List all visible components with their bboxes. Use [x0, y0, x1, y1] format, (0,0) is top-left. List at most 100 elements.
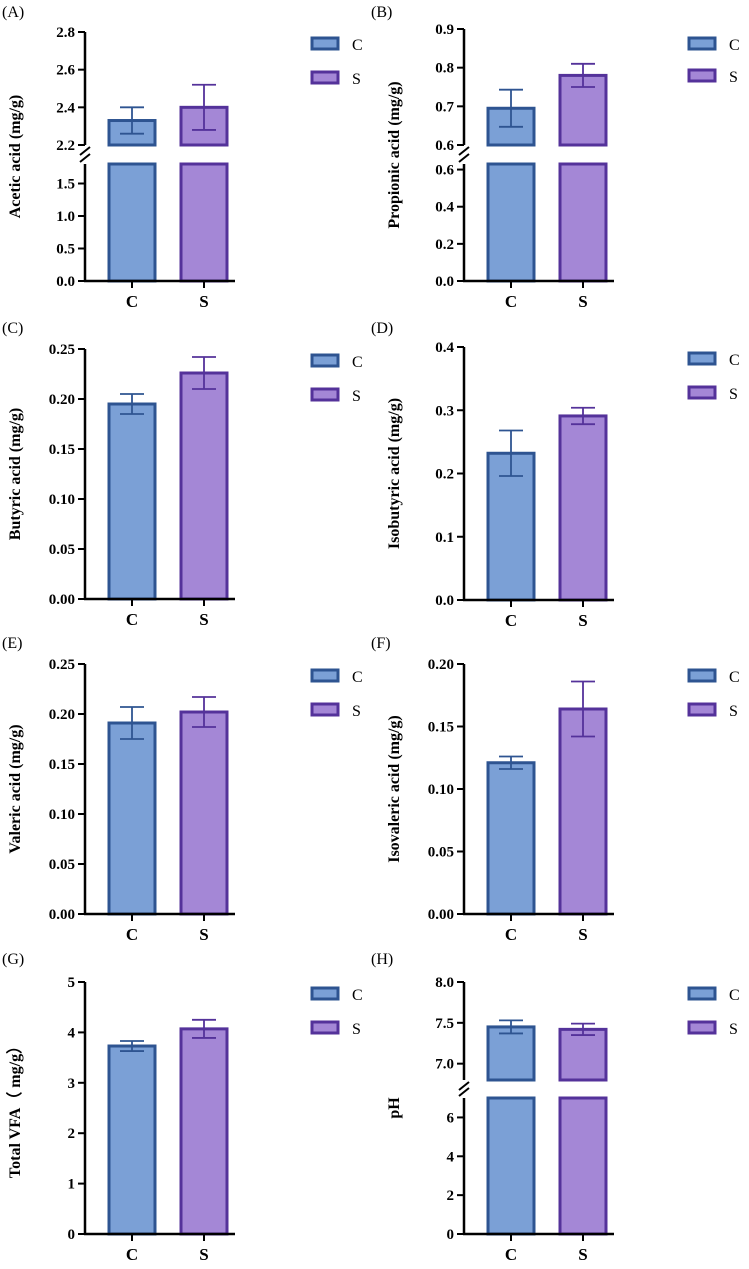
y-tick-label: 0.15	[428, 720, 454, 736]
x-tick-label-c: C	[505, 292, 517, 311]
x-tick-label-c: C	[505, 1245, 517, 1264]
legend-label: S	[729, 703, 738, 720]
panel-label: (C)	[2, 320, 23, 337]
legend-item-c: C	[310, 36, 363, 54]
legend-swatch-c	[310, 353, 340, 368]
y-tick-label: 0.25	[49, 657, 75, 673]
y-tick-label: 0.6	[435, 138, 454, 154]
chart-panel-b: (B) Propionic acid (mg/g) 0.6 0.7 0.8 0.9 0.0 0…	[371, 4, 740, 311]
y-tick-label: 0.20	[49, 707, 75, 723]
legend-item-s: S	[687, 385, 738, 403]
bar-c	[107, 162, 157, 283]
bar-s	[558, 1027, 608, 1082]
bar-c	[107, 721, 157, 916]
legend-label: S	[352, 1021, 361, 1038]
bar-s	[179, 1027, 229, 1236]
y-tick-label: 0.5	[56, 242, 75, 258]
legend-label: S	[352, 703, 361, 720]
legend-label: C	[729, 37, 740, 54]
bar-s	[179, 162, 229, 283]
y-axis-label: Isovaleric acid (mg/g)	[386, 715, 403, 863]
legend-label: C	[352, 354, 363, 371]
axis-break-mark	[79, 153, 91, 163]
legend-item-s: S	[687, 1020, 738, 1038]
y-tick-label: 7.0	[435, 1057, 454, 1073]
legend-label: S	[352, 388, 361, 405]
x-tick-label-s: S	[578, 1245, 587, 1264]
bar-c	[486, 451, 536, 602]
legend-item-c: C	[687, 986, 740, 1004]
legend-item-s: S	[310, 1020, 361, 1038]
legend-item-c: C	[687, 351, 740, 369]
y-tick-label: 0.25	[49, 342, 75, 358]
panel-label: (B)	[371, 4, 392, 21]
y-axis-label: Propionic acid (mg/g)	[386, 81, 403, 228]
bar-c	[107, 1044, 157, 1236]
legend-swatch-c	[310, 668, 340, 683]
y-tick-label: 2.4	[56, 100, 75, 116]
panel-label: (G)	[2, 951, 24, 968]
y-tick-label: 2	[447, 1188, 455, 1204]
legend-label: C	[352, 37, 363, 54]
y-tick-label: 0.3	[435, 403, 454, 419]
legend-swatch-c	[310, 36, 340, 51]
legend-label: C	[352, 987, 363, 1004]
chart-panel-e: (E) Valeric acid (mg/g) 0.00 0.05 0.10 0.15 0.…	[2, 635, 363, 944]
y-tick-label: 0.0	[435, 274, 454, 290]
y-axis-label: Butyric acid (mg/g)	[7, 408, 24, 540]
y-tick-label: 2.2	[56, 138, 75, 154]
y-tick-label: 0.20	[49, 392, 75, 408]
panel-label: (E)	[2, 635, 22, 652]
y-tick-label: 0.6	[435, 163, 454, 179]
legend-swatch-s	[310, 1020, 340, 1035]
y-axis-label: Valeric acid (mg/g)	[7, 724, 24, 853]
legend-swatch-s	[687, 385, 717, 400]
y-tick-label: 1	[68, 1177, 76, 1193]
chart-panel-c: (C) Butyric acid (mg/g) 0.00 0.05 0.10 0.15 0.…	[2, 320, 363, 629]
x-tick-label-s: S	[199, 925, 208, 944]
y-tick-label: 0.0	[56, 274, 75, 290]
legend-swatch-s	[687, 702, 717, 717]
legend-swatch-s	[310, 70, 340, 85]
y-tick-label: 0.00	[49, 592, 75, 608]
axis-break-mark	[458, 1081, 470, 1091]
legend-label: S	[729, 1021, 738, 1038]
y-tick-label: 2.6	[56, 63, 75, 79]
y-tick-label: 0.8	[435, 61, 454, 77]
chart-panel-f: (F) Isovaleric acid (mg/g) 0.00 0.05 0.10 0.1…	[371, 635, 740, 944]
y-tick-label: 0.7	[435, 99, 454, 115]
bar-s	[558, 414, 608, 602]
bar-s	[558, 162, 608, 283]
legend-swatch-s	[310, 387, 340, 402]
chart-panel-a: (A) Acetic acid (mg/g) 2.2 2.4 2.6 2.8 0.0 0.5 1…	[2, 4, 363, 311]
legend-swatch-c	[687, 986, 717, 1001]
y-tick-label: 4	[447, 1149, 455, 1165]
y-tick-label: 0.1	[435, 530, 454, 546]
legend-label: C	[729, 669, 740, 686]
y-tick-label: 0.20	[428, 657, 454, 673]
x-tick-label-s: S	[578, 292, 587, 311]
legend-item-s: S	[310, 702, 361, 720]
legend-swatch-s	[687, 1020, 717, 1035]
x-tick-label-c: C	[126, 925, 138, 944]
y-tick-label: 0.10	[49, 807, 75, 823]
panel-label: (A)	[2, 4, 24, 21]
y-tick-label: 1.5	[56, 177, 75, 193]
x-tick-label-s: S	[578, 925, 587, 944]
legend-label: S	[729, 69, 738, 86]
x-tick-label-s: S	[199, 292, 208, 311]
y-tick-label: 7.5	[435, 1016, 454, 1032]
panel-label: (H)	[371, 951, 393, 968]
panel-label: (D)	[371, 320, 393, 337]
y-tick-label: 0.15	[49, 442, 75, 458]
y-tick-label: 5	[68, 975, 76, 991]
y-axis-label: Total VFA（ mg/g）	[6, 1038, 24, 1178]
x-tick-label-c: C	[126, 1245, 138, 1264]
axis-break-mark	[458, 146, 470, 156]
y-tick-label: 0.4	[435, 340, 454, 356]
axis-break-mark	[458, 1087, 470, 1097]
x-tick-label-c: C	[505, 925, 517, 944]
